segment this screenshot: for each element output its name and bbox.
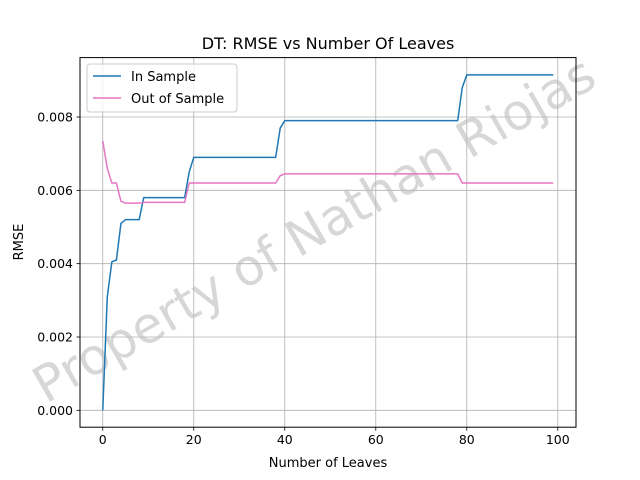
y-tick-label: 0.008 xyxy=(37,110,73,125)
series-line-in-sample xyxy=(102,74,554,411)
y-tick-label: 0.002 xyxy=(37,330,73,345)
series-line-out-of-sample xyxy=(102,140,554,204)
legend-box xyxy=(86,63,238,113)
y-tick-label: 0.004 xyxy=(37,256,73,271)
x-axis: 0 20 40 60 80 100 xyxy=(99,427,570,447)
x-tick-label: 100 xyxy=(546,432,570,447)
x-tick-label: 0 xyxy=(99,432,107,447)
grid xyxy=(80,57,576,428)
y-tick-label: 0.000 xyxy=(37,403,73,418)
y-tick-label: 0.006 xyxy=(37,183,73,198)
legend-label-out-of-sample: Out of Sample xyxy=(131,92,224,107)
plot-frame xyxy=(79,57,577,428)
x-tick-label: 60 xyxy=(368,432,384,447)
y-axis: 0.000 0.002 0.004 0.006 0.008 xyxy=(37,110,80,418)
series-layer xyxy=(102,74,554,411)
chart-title: DT: RMSE vs Number Of Leaves xyxy=(202,34,455,53)
x-tick-label: 40 xyxy=(277,432,293,447)
y-axis-title: RMSE xyxy=(12,224,27,261)
x-tick-label: 20 xyxy=(186,432,202,447)
legend: In Sample Out of Sample xyxy=(86,63,238,113)
legend-label-in-sample: In Sample xyxy=(131,70,196,85)
x-tick-label: 80 xyxy=(459,432,475,447)
x-axis-title: Number of Leaves xyxy=(269,456,388,471)
